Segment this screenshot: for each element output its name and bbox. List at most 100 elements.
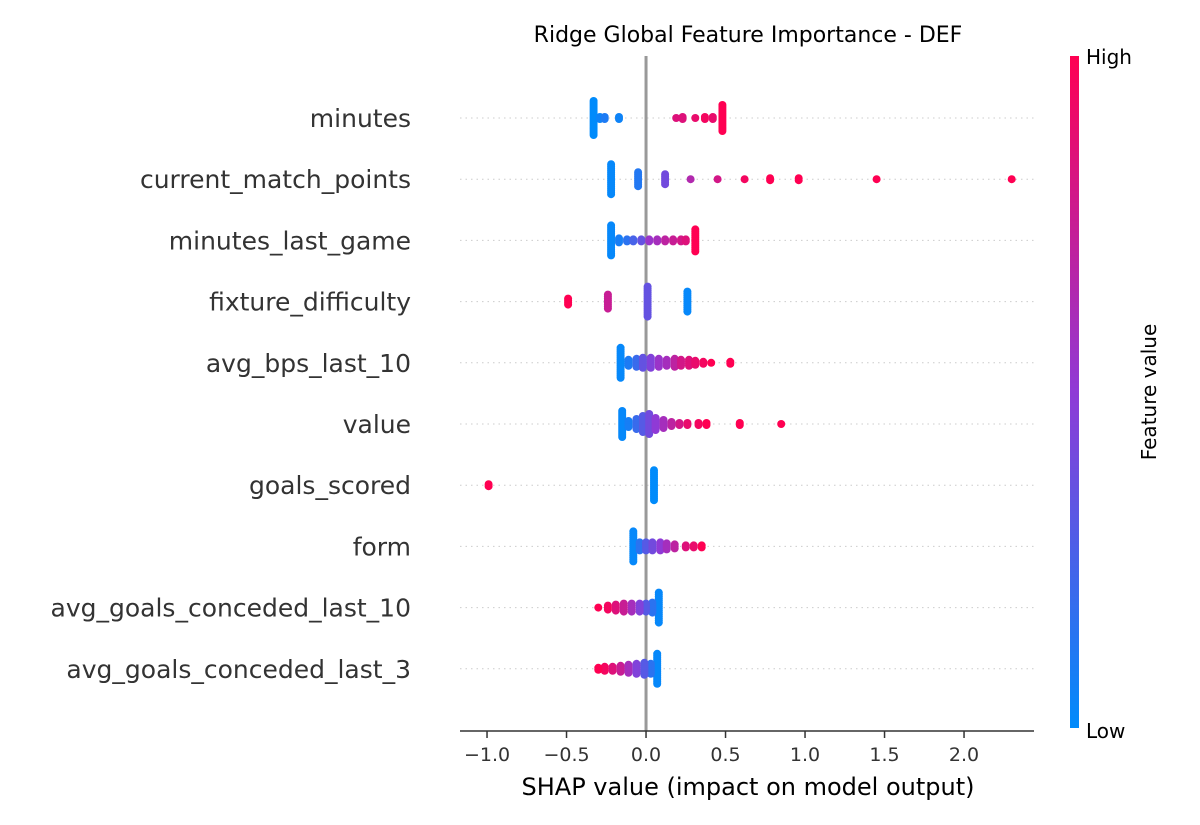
data-point: [624, 668, 633, 677]
data-point: [646, 363, 655, 372]
data-point: [616, 667, 625, 676]
x-tick-label: 1.0: [790, 744, 820, 766]
data-point: [484, 482, 493, 491]
data-point: [642, 546, 650, 555]
data-point: [607, 190, 616, 199]
data-point: [618, 433, 627, 441]
data-point: [691, 360, 700, 369]
data-point: [662, 545, 671, 554]
x-tick-label: 2.0: [949, 744, 979, 766]
data-point: [718, 127, 727, 135]
data-point: [615, 238, 623, 247]
colorbar-label: Feature value: [1137, 324, 1161, 461]
feature-label: avg_goals_conceded_last_10: [51, 594, 411, 623]
data-point: [611, 606, 620, 615]
data-point: [691, 114, 700, 122]
data-point: [619, 607, 628, 616]
data-point: [638, 363, 647, 372]
row-gridlines: [460, 117, 1034, 670]
data-point: [632, 669, 641, 678]
data-point: [699, 359, 708, 368]
data-point: [662, 361, 671, 370]
data-point: [643, 312, 652, 321]
data-point: [627, 607, 636, 616]
data-point: [694, 421, 703, 429]
x-tick-label: −0.5: [543, 744, 589, 766]
data-point: [607, 251, 616, 260]
data-point: [653, 679, 662, 688]
data-point: [648, 546, 657, 555]
feature-label: form: [353, 532, 411, 561]
data-point: [600, 666, 609, 675]
data-point: [1007, 175, 1016, 184]
data-point: [594, 665, 603, 674]
feature-label: goals_scored: [249, 471, 411, 500]
data-point: [638, 428, 647, 436]
data-point: [642, 607, 650, 616]
x-axis-ticks: −1.0 −0.5 0.0 0.5 1.0 1.5 2.0: [464, 731, 979, 766]
data-point: [683, 307, 692, 316]
feature-label: minutes: [310, 104, 411, 133]
data-point: [697, 543, 706, 552]
data-point: [608, 666, 617, 675]
data-point: [594, 603, 603, 612]
data-point: [872, 175, 881, 184]
data-point: [629, 557, 638, 566]
colorbar-low-label: Low: [1086, 719, 1125, 743]
data-point: [634, 182, 643, 191]
data-point: [661, 180, 670, 189]
data-point: [685, 361, 693, 370]
x-axis-label: SHAP value (impact on model output): [522, 773, 975, 801]
data-point: [670, 544, 679, 553]
data-point: [623, 237, 631, 246]
data-point: [603, 605, 612, 614]
data-point: [708, 115, 717, 123]
data-point: [681, 543, 690, 552]
data-point: [645, 237, 654, 246]
data-point: [659, 424, 668, 432]
data-point: [691, 247, 700, 256]
data-point: [672, 114, 681, 122]
data-point: [681, 237, 690, 246]
data-point: [678, 115, 687, 123]
x-tick-label: 0.5: [710, 744, 740, 766]
data-point: [726, 359, 735, 368]
data-point: [600, 115, 609, 123]
data-point: [653, 237, 662, 246]
data-point: [777, 420, 786, 428]
data-points: [484, 97, 1016, 688]
data-point: [615, 115, 623, 123]
data-point: [656, 546, 665, 555]
data-point: [564, 300, 573, 309]
colorbar: [1070, 56, 1079, 728]
data-point: [677, 361, 685, 370]
data-point: [661, 237, 670, 246]
x-tick-label: −1.0: [464, 744, 510, 766]
feature-labels: minutes current_match_points minutes_last_…: [51, 104, 412, 684]
data-point: [632, 362, 641, 371]
data-point: [766, 176, 775, 185]
data-point: [589, 131, 598, 139]
data-point: [651, 426, 660, 434]
feature-label: value: [343, 410, 411, 439]
data-point: [640, 670, 649, 679]
data-point: [637, 237, 646, 246]
data-point: [740, 175, 749, 184]
data-point: [654, 362, 663, 371]
data-point: [603, 304, 612, 313]
data-point: [707, 358, 716, 367]
data-point: [648, 608, 657, 617]
data-point: [632, 425, 641, 433]
data-point: [650, 496, 658, 505]
x-tick-label: 1.5: [869, 744, 899, 766]
data-point: [669, 237, 678, 246]
data-point: [689, 543, 698, 552]
data-point: [702, 421, 711, 429]
data-point: [675, 421, 684, 429]
data-point: [735, 421, 744, 429]
data-point: [686, 175, 695, 184]
feature-label: current_match_points: [140, 165, 411, 194]
data-point: [670, 362, 679, 371]
data-point: [635, 546, 644, 555]
